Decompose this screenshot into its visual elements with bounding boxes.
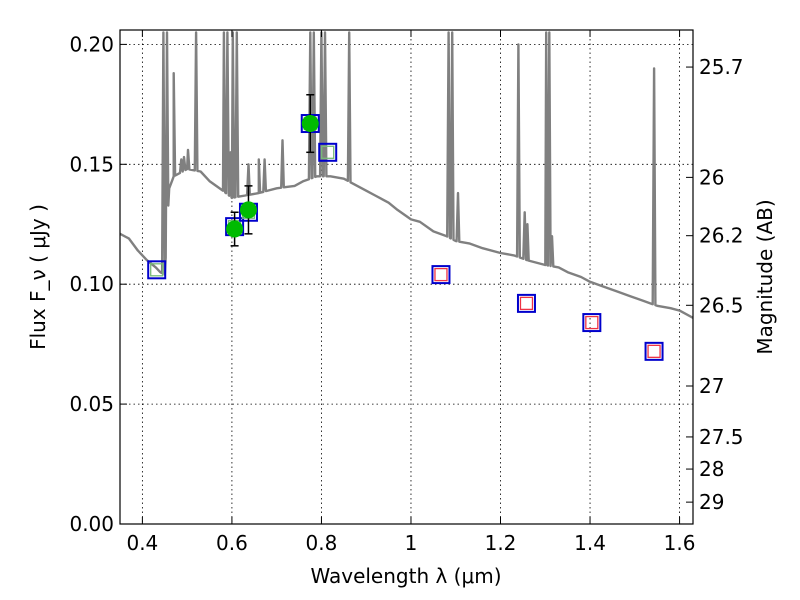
model-photometry-box (318, 142, 338, 162)
right-tick-label: 27.5 (699, 425, 744, 449)
observed-photometry-point (239, 201, 257, 219)
x-tick-label: 0.6 (216, 531, 248, 555)
model-photometry-inner-box (434, 267, 448, 282)
model-spectrum-line (120, 31, 693, 319)
model-photometry-inner-box (519, 296, 534, 311)
model-photometry-inner-box (585, 315, 599, 330)
x-axis-label: Wavelength λ (μm) (310, 564, 501, 588)
observed-photometry-point (226, 220, 244, 238)
observed-photometry-point (301, 115, 319, 133)
x-tick-label: 1.4 (574, 531, 606, 555)
x-tick-label: 0.8 (306, 531, 338, 555)
model-photometry-inner-box (150, 263, 164, 277)
y-axis-right-label: Magnitude (AB) (753, 199, 777, 354)
right-tick-label: 25.7 (699, 55, 744, 79)
x-tick-label: 1.6 (664, 531, 696, 555)
plot-frame (119, 29, 694, 525)
x-tick-label: 1 (405, 531, 418, 555)
right-tick-label: 29 (699, 490, 724, 514)
y-tick-label: 0.05 (69, 392, 114, 416)
model-photometry-box (582, 313, 602, 333)
right-tick-label: 27 (699, 374, 724, 398)
x-tick-label: 0.4 (126, 531, 158, 555)
y-axis-label: Flux F_ν ( μJy ) (26, 204, 50, 350)
axis-ticks: 0.4 0.6 0.8 1 1.2 1.4 1.6 0.00 0.05 0.10 0.15 0.20 2… (69, 30, 744, 555)
model-photometry-box (431, 265, 451, 285)
model-photometry-inner-box (647, 344, 661, 358)
model-spectrum (120, 31, 693, 319)
photometry-points (147, 93, 664, 361)
y-tick-label: 0.15 (69, 152, 114, 176)
y-tick-label: 0.00 (69, 512, 114, 536)
right-tick-label: 28 (699, 457, 724, 481)
right-tick-label: 26.2 (699, 224, 744, 248)
y-tick-label: 0.10 (69, 272, 114, 296)
right-tick-label: 26.5 (699, 293, 744, 317)
model-photometry-box (644, 341, 664, 361)
model-photometry-inner-box (321, 145, 335, 159)
y-tick-label: 0.20 (69, 32, 114, 56)
model-photometry-box (516, 293, 536, 313)
model-photometry-box (147, 260, 167, 280)
right-tick-label: 26 (699, 165, 724, 189)
x-tick-label: 1.2 (485, 531, 517, 555)
